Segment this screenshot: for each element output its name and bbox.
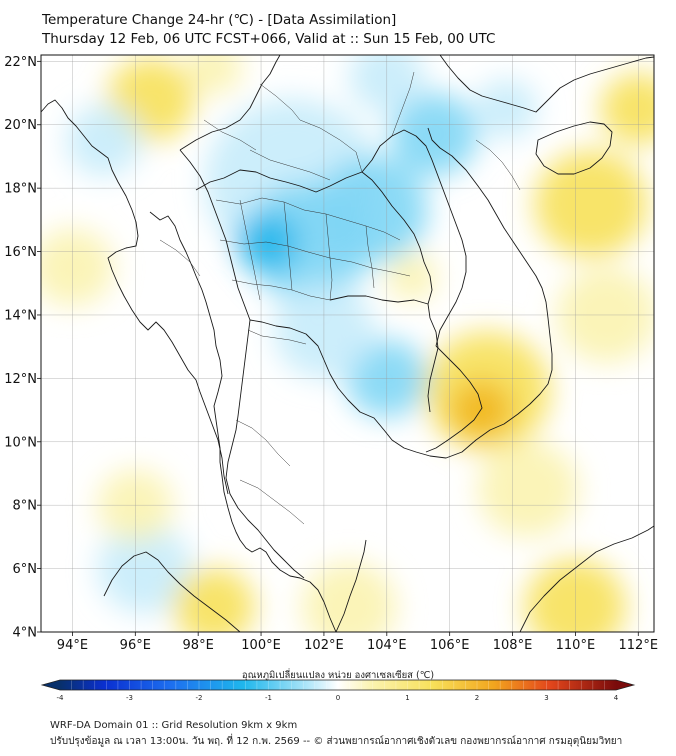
lon-tick-label: 96°E — [120, 638, 151, 653]
lon-tick-label: 110°E — [556, 638, 596, 653]
lon-tick-label: 112°E — [619, 638, 659, 653]
anomaly-patch — [173, 567, 255, 632]
lon-tick-label: 98°E — [183, 638, 214, 653]
lon-tick-label: 100°E — [241, 638, 281, 653]
lon-tick-label: 108°E — [493, 638, 533, 653]
footer-credit: ปรับปรุงข้อมูล ณ เวลา 13:00น. วัน พฤ. ที… — [50, 736, 623, 747]
graticule — [41, 55, 654, 632]
coastline-south-china — [439, 55, 654, 113]
border-thailand-myanmar — [179, 149, 251, 321]
anomaly-patch — [314, 156, 428, 265]
lon-tick-label: 102°E — [304, 638, 344, 653]
colorbar-tick-label: -2 — [196, 694, 203, 702]
lat-tick-label: 8°N — [13, 499, 38, 514]
coastline-bangladesh — [41, 99, 229, 495]
anomaly-patch — [600, 73, 654, 145]
colorbar-tick-label: 0 — [336, 694, 340, 702]
country-boundaries — [41, 55, 654, 632]
coastline-sumatra — [103, 551, 241, 632]
anomaly-patch — [386, 253, 438, 301]
colorbar-tick-label: 1 — [405, 694, 409, 702]
border-cambodia-vietnam — [425, 345, 483, 453]
colorbar-min-extend — [42, 680, 60, 690]
border-thailand-laos — [195, 169, 439, 413]
coastline-peninsula-west — [225, 319, 305, 579]
colorbar: -4 -3 -2 -1 0 1 2 3 4 — [40, 679, 636, 702]
border-laos-vietnam — [361, 129, 467, 347]
coastline-gulf-of-thailand — [249, 127, 553, 459]
anomaly-patch — [301, 561, 397, 632]
colorbar-tick-label: -1 — [265, 694, 272, 702]
footer-model-info: WRF-DA Domain 01 :: Grid Resolution 9km … — [50, 720, 298, 731]
lon-tick-label: 94°E — [57, 638, 88, 653]
anomaly-patch — [477, 441, 579, 538]
border-myanmar-china — [179, 55, 281, 151]
lat-tick-label: 14°N — [4, 308, 37, 323]
coastline-borneo — [519, 525, 654, 632]
colorbar-tick-label: -4 — [57, 694, 65, 702]
lon-tick-label: 106°E — [430, 638, 470, 653]
coastline-hainan — [535, 121, 613, 175]
anomaly-patch — [66, 104, 142, 177]
map-subtitle: Thursday 12 Feb, 06 UTC FCST+066, Valid … — [42, 31, 496, 47]
lat-tick-label: 16°N — [4, 245, 37, 260]
axis-labels: 22°N 20°N 18°N 16°N 14°N 12°N 10°N 8°N 6°N 4°N 94°… — [4, 55, 658, 653]
lat-tick-label: 18°N — [4, 182, 37, 197]
colorbar-tick-label: 3 — [544, 694, 548, 702]
lat-tick-label: 4°N — [13, 626, 38, 641]
coastline-malaya-east — [335, 539, 367, 632]
colorbar-label: อุณหภูมิเปลี่ยนแปลง หน่วย องศาเซลเซียส (… — [241, 670, 435, 681]
temperature-field — [41, 55, 654, 632]
anomaly-patch — [185, 55, 243, 95]
anomaly-patch — [389, 92, 478, 177]
colorbar-tick-label: 4 — [614, 694, 619, 702]
anomaly-patch — [474, 79, 538, 139]
anomaly-patch — [41, 228, 114, 307]
lat-tick-label: 6°N — [13, 562, 38, 577]
lat-tick-label: 20°N — [4, 118, 37, 133]
lon-tick-label: 104°E — [367, 638, 407, 653]
colorbar-max-extend — [616, 680, 634, 690]
lat-tick-label: 10°N — [4, 435, 37, 450]
border-thailand-cambodia — [329, 295, 429, 305]
plot-frame — [40, 54, 655, 633]
coastline-myanmar — [149, 211, 337, 632]
lat-tick-label: 12°N — [4, 372, 37, 387]
colorbar-tick-label: -3 — [126, 694, 133, 702]
lat-tick-label: 22°N — [4, 55, 37, 70]
map-title: Temperature Change 24-hr (℃) - [Data Ass… — [42, 12, 397, 28]
anomaly-patch — [534, 150, 648, 258]
colorbar-tick-label: 2 — [475, 694, 479, 702]
